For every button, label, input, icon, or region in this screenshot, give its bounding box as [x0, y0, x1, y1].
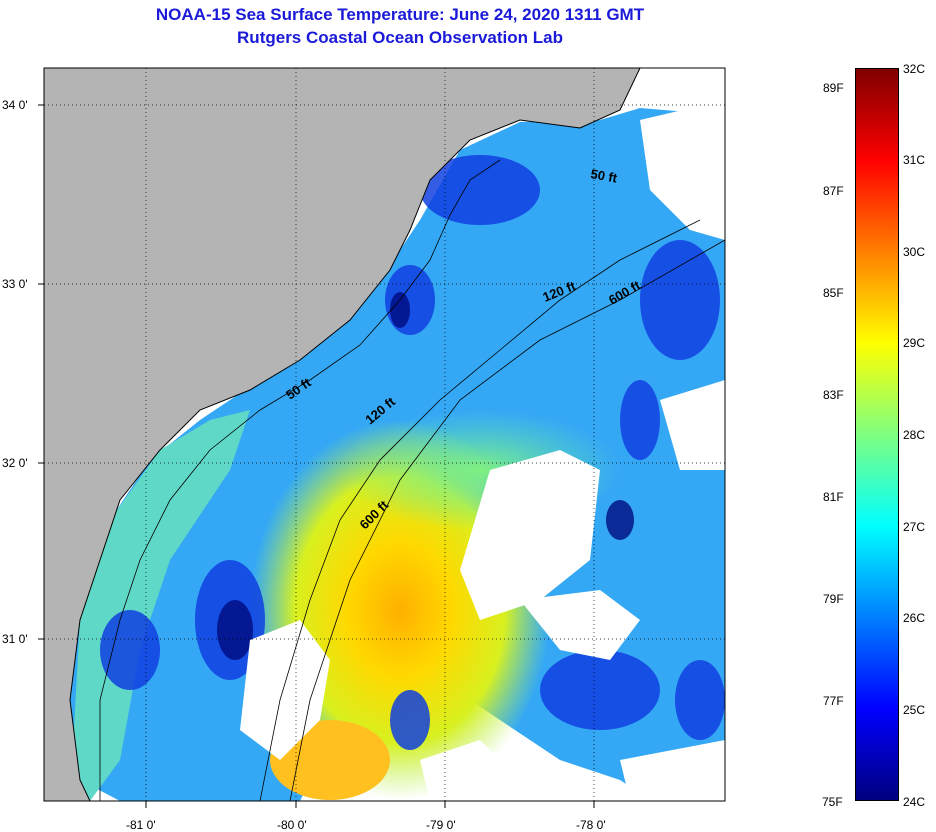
lon-label: -79 0'	[426, 818, 456, 832]
lon-label: -78 0'	[576, 818, 606, 832]
isobath-50ft	[99, 159, 501, 801]
cb-c-label: 25C	[903, 703, 926, 717]
lon-label: -81 0'	[126, 818, 156, 832]
colorbar	[855, 68, 899, 801]
shelf-green	[70, 410, 250, 801]
map-subtitle: Rutgers Coastal Ocean Observation Lab	[237, 28, 563, 47]
lat-label: 32 0'	[2, 456, 28, 470]
map-title: NOAA-15 Sea Surface Temperature: June 24…	[155, 5, 645, 24]
cb-c-label: 29C	[903, 336, 926, 350]
coastline	[69, 68, 641, 801]
cb-c-label: 28C	[903, 428, 926, 442]
cb-f-label: 81F	[823, 490, 844, 504]
lat-label: 33 0'	[2, 277, 28, 291]
cb-c-label: 26C	[903, 611, 926, 625]
cb-f-label: 87F	[823, 184, 844, 198]
isobath-120ft	[259, 219, 701, 801]
cb-f-label: 85F	[823, 286, 844, 300]
cb-c-label: 32C	[903, 62, 926, 76]
clouds	[240, 100, 725, 801]
isobath-600ft	[289, 239, 725, 801]
lon-label: -80 0'	[277, 818, 307, 832]
lat-label: 34 0'	[2, 98, 28, 112]
lat-label: 31 0'	[2, 632, 28, 646]
cb-c-label: 27C	[903, 520, 926, 534]
cb-c-label: 24C	[903, 795, 926, 809]
cb-f-label: 75F	[822, 795, 843, 809]
cb-f-label: 89F	[823, 81, 844, 95]
cb-f-label: 79F	[823, 592, 844, 606]
cb-c-label: 31C	[903, 153, 926, 167]
cb-f-label: 83F	[823, 388, 844, 402]
contour-label: 50 ft	[589, 166, 619, 186]
cb-f-label: 77F	[823, 694, 844, 708]
graticule	[44, 68, 725, 801]
cb-c-label: 30C	[903, 245, 926, 259]
land	[44, 68, 640, 801]
